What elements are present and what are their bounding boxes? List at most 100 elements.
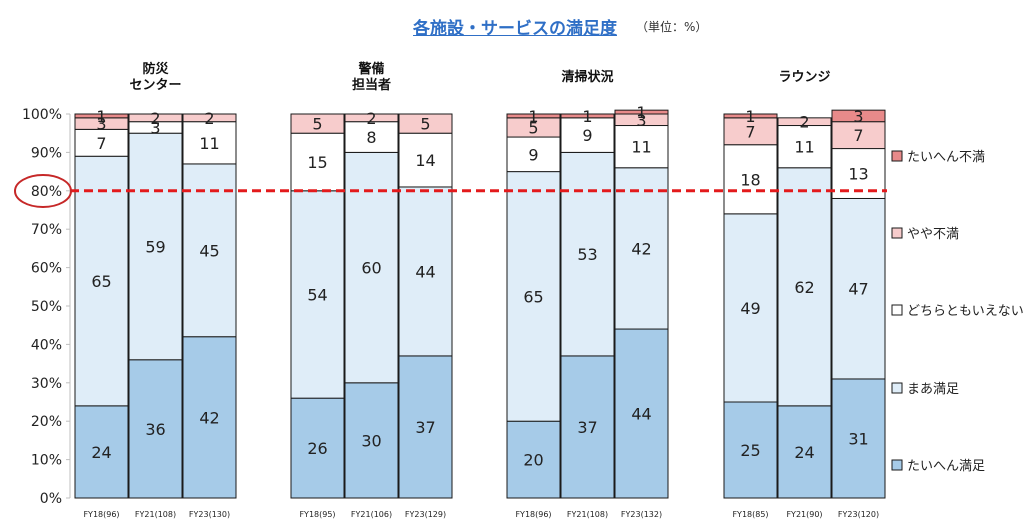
data-label: 1 [96, 107, 106, 126]
data-label: 44 [415, 262, 435, 281]
data-label: 5 [312, 115, 322, 134]
data-label: 2 [150, 109, 160, 128]
y-tick-label: 60% [31, 261, 62, 277]
bar-segment [74, 155, 129, 407]
bar-segment [182, 336, 237, 499]
bar-segment [560, 355, 615, 499]
legend-label: たいへん満足 [907, 459, 985, 474]
group-label: 清掃状況 [561, 69, 613, 85]
bar-segment [777, 125, 832, 169]
legend-swatch [891, 227, 903, 239]
data-label: 60 [361, 259, 381, 278]
bar-segment [290, 397, 345, 499]
bar-segment [182, 163, 237, 338]
chart-title: 各施設・サービスの満足度 [413, 19, 617, 39]
y-tick-label: 80% [31, 184, 62, 200]
x-tick-label: FY18(96) [83, 510, 119, 519]
x-tick-label: FY18(85) [732, 510, 768, 519]
chart-unit-note: （単位：%） [636, 20, 708, 34]
data-label: 3 [96, 115, 106, 134]
bar-segment [344, 382, 399, 499]
data-label: 9 [528, 145, 538, 164]
x-tick-label: FY21(108) [567, 510, 608, 519]
y-tick-label: 100% [22, 107, 62, 123]
y-tick-label: 20% [31, 414, 62, 430]
x-tick-label: FY18(96) [515, 510, 551, 519]
bar-segment [182, 113, 237, 123]
x-tick-label: FY18(95) [299, 510, 335, 519]
data-label: 53 [577, 245, 597, 264]
bar-segment [831, 197, 886, 380]
title-wrap: 各施設・サービスの満足度 [0, 14, 1030, 39]
data-label: 11 [794, 138, 814, 157]
bar-segment [290, 132, 345, 192]
bar-segment [128, 359, 183, 499]
group-label: ラウンジ [778, 70, 830, 85]
data-label: 7 [853, 126, 863, 145]
legend-swatch [891, 304, 903, 316]
legend-swatch [891, 382, 903, 394]
bar-segment [614, 125, 669, 169]
bar-segment [777, 117, 832, 127]
bar-segment [614, 109, 669, 115]
bar-segment [560, 151, 615, 357]
data-label: 65 [91, 272, 111, 291]
data-label: 24 [794, 443, 814, 462]
y-tick-label: 50% [31, 299, 62, 315]
y-tick-label: 90% [31, 145, 62, 161]
data-label: 49 [740, 299, 760, 318]
y-tick-label: 0% [40, 491, 62, 507]
bar-segment [74, 405, 129, 499]
bar-segment [128, 132, 183, 361]
data-label: 3 [853, 107, 863, 126]
data-label: 11 [631, 138, 651, 157]
legend-swatch [891, 150, 903, 162]
data-label: 3 [636, 111, 646, 130]
data-label: 36 [145, 420, 165, 439]
group-label: 警備 [358, 61, 384, 77]
data-label: 7 [96, 134, 106, 153]
bar-segment [290, 190, 345, 399]
data-label: 47 [848, 280, 868, 299]
bar-segment [290, 113, 345, 134]
group-label: 担当者 [352, 77, 391, 93]
data-label: 1 [636, 103, 646, 122]
data-label: 42 [199, 408, 219, 427]
data-label: 25 [740, 441, 760, 460]
bar-segment [398, 113, 453, 134]
x-tick-label: FY23(120) [838, 510, 879, 519]
bar-segment [74, 113, 129, 119]
x-tick-label: FY21(90) [786, 510, 822, 519]
data-label: 13 [848, 165, 868, 184]
data-label: 2 [366, 109, 376, 128]
bar-segment [128, 113, 183, 123]
x-tick-label: FY23(130) [189, 510, 230, 519]
group-label: 防災 [142, 61, 169, 77]
data-label: 18 [740, 170, 760, 189]
bar-segment [723, 144, 778, 215]
x-tick-label: FY21(108) [135, 510, 176, 519]
bar-segment [777, 405, 832, 499]
group-label: センター [129, 78, 181, 93]
bar-segment [831, 109, 886, 123]
legend-label: やや不満 [907, 227, 959, 242]
bar-segment [344, 113, 399, 123]
data-label: 15 [307, 153, 327, 172]
data-label: 1 [582, 107, 592, 126]
data-label: 30 [361, 431, 381, 450]
data-label: 20 [523, 451, 543, 470]
data-label: 2 [799, 113, 809, 132]
data-label: 54 [307, 285, 327, 304]
bar-segment [182, 121, 237, 165]
bar-segment [777, 167, 832, 407]
data-label: 24 [91, 443, 111, 462]
bar-segment [723, 401, 778, 499]
bar-segment [723, 117, 778, 146]
bar-segment [398, 186, 453, 357]
y-tick-label: 30% [31, 376, 62, 392]
bar-segment [723, 113, 778, 119]
y-tick-label: 70% [31, 222, 62, 238]
x-tick-label: FY21(106) [351, 510, 392, 519]
